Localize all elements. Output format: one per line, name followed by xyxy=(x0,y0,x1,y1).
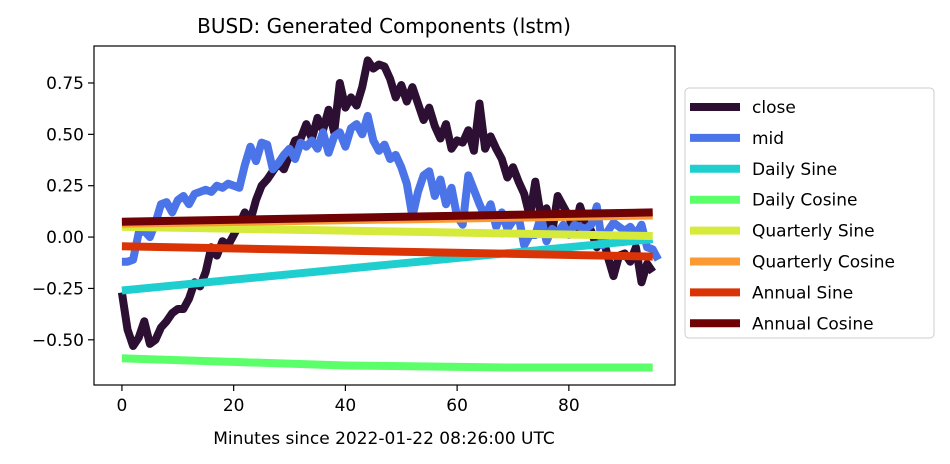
y-axis: −0.50 −0.25 0.00 0.25 0.50 0.75 xyxy=(32,74,94,351)
legend: close mid Daily Sine Daily Cosine Quarterly … xyxy=(684,87,935,339)
legend-label: Quarterly Cosine xyxy=(752,253,895,273)
series-line-annual-cosine xyxy=(121,208,653,226)
y-tick-label: 0.50 xyxy=(46,125,84,145)
legend-label: Annual Sine xyxy=(752,283,853,303)
x-tick-label: 40 xyxy=(335,396,357,416)
series-line-daily-sine xyxy=(121,235,654,295)
legend-label: Daily Cosine xyxy=(752,191,858,211)
legend-label: Daily Sine xyxy=(752,160,837,180)
x-tick-label: 0 xyxy=(117,396,128,416)
x-axis-label: Minutes since 2022-01-22 08:26:00 UTC xyxy=(213,429,555,449)
plot-lines xyxy=(117,56,662,372)
legend-label: close xyxy=(752,98,796,118)
legend-label: Quarterly Sine xyxy=(752,222,875,242)
x-axis: 0 20 40 60 80 xyxy=(117,385,580,416)
chart-title: BUSD: Generated Components (lstm) xyxy=(197,14,571,38)
legend-label: mid xyxy=(752,129,784,149)
plot-frame xyxy=(93,45,676,386)
y-tick-label: −0.50 xyxy=(32,331,84,351)
series-line-quarterly-sine xyxy=(121,222,653,240)
y-tick-label: 0.75 xyxy=(46,74,84,94)
series-line-mid xyxy=(121,111,662,266)
y-tick-label: 0.25 xyxy=(46,177,84,197)
series-line-close xyxy=(117,56,657,350)
x-tick-label: 80 xyxy=(558,396,580,416)
x-tick-label: 60 xyxy=(446,396,468,416)
x-tick-label: 20 xyxy=(223,396,245,416)
series-line-annual-sine xyxy=(121,242,653,261)
series-line-daily-cosine xyxy=(121,354,653,372)
legend-label: Annual Cosine xyxy=(752,314,874,334)
legend-box xyxy=(684,87,935,339)
y-tick-label: −0.25 xyxy=(32,279,84,299)
y-tick-label: 0.00 xyxy=(46,228,84,248)
